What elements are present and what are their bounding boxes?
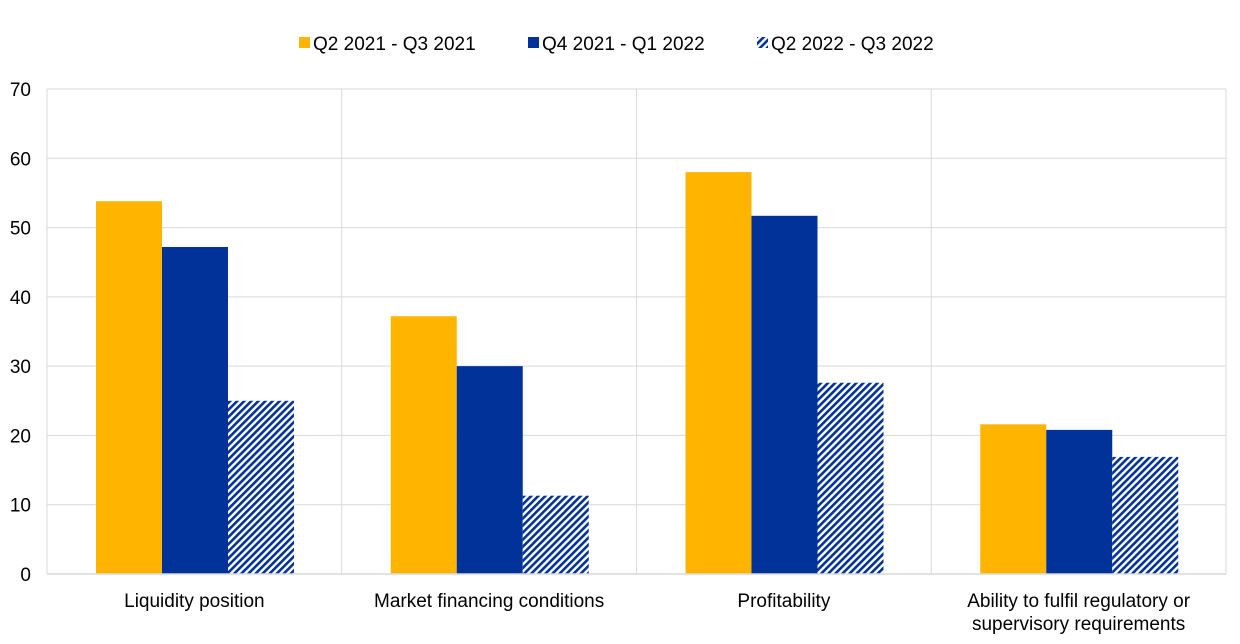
bar-2	[456, 366, 523, 574]
legend-swatch	[757, 37, 768, 48]
legend-label: Q4 2021 - Q1 2022	[542, 34, 705, 55]
bar-3	[228, 400, 294, 574]
legend-label: Q2 2022 - Q3 2022	[771, 34, 934, 55]
bar-1	[390, 316, 457, 574]
y-tick-label: 60	[10, 149, 31, 170]
y-tick-label: 0	[20, 565, 31, 586]
x-tick-label: Profitability	[737, 591, 830, 612]
bar-1	[96, 201, 162, 574]
legend-swatch	[299, 37, 310, 48]
y-tick-label: 20	[10, 426, 31, 447]
bar-2	[162, 246, 228, 574]
bar-1	[685, 172, 752, 574]
legend-swatch	[528, 37, 539, 48]
x-tick-label: Ability to fulfil regulatory or	[967, 591, 1190, 612]
bar-3	[522, 495, 589, 574]
bar-2	[751, 215, 818, 575]
x-tick-label: Liquidity position	[124, 591, 264, 612]
y-tick-label: 30	[10, 357, 31, 378]
bar-2	[1046, 429, 1113, 574]
bars	[96, 172, 1179, 575]
bar-3	[817, 382, 884, 574]
legend: Q2 2021 - Q3 2021 Q4 2021 - Q1 2022 Q2 202…	[299, 34, 934, 55]
axes: 0 10 20 30 40 50 60 70 Liquidity position Market …	[10, 80, 1226, 635]
y-tick-label: 40	[10, 288, 31, 309]
bar-1	[980, 424, 1047, 574]
x-tick-label: supervisory requirements	[972, 614, 1185, 635]
y-tick-label: 70	[10, 80, 31, 101]
y-tick-label: 50	[10, 219, 31, 240]
x-tick-label: Market financing conditions	[374, 591, 604, 612]
y-tick-label: 10	[10, 496, 31, 517]
legend-label: Q2 2021 - Q3 2021	[313, 34, 476, 55]
bar-3	[1112, 456, 1179, 574]
